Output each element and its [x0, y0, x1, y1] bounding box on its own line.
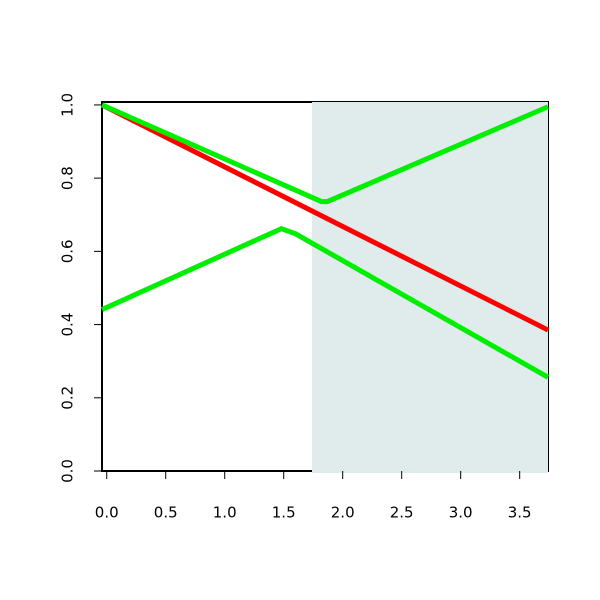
y-tick-label: 0.8 — [59, 166, 77, 190]
y-tick-label: 0.4 — [59, 313, 77, 337]
x-tick-label: 0.5 — [154, 504, 178, 522]
shaded-region — [312, 102, 548, 473]
y-tick-label: 0.2 — [59, 386, 77, 410]
y-tick-label: 1.0 — [59, 93, 77, 117]
line-series — [100, 225, 550, 380]
x-tick-label: 2.5 — [390, 504, 414, 522]
x-tick-label: 2.0 — [331, 504, 355, 522]
x-tick-label: 1.5 — [272, 504, 296, 522]
x-tick-label: 1.0 — [213, 504, 237, 522]
line-series — [100, 102, 550, 333]
x-tick-label: 3.0 — [449, 504, 473, 522]
y-tick-label: 0.6 — [59, 239, 77, 263]
x-tick-label: 0.0 — [95, 504, 119, 522]
x-tick-label: 3.5 — [508, 504, 532, 522]
y-tick-label: 0.0 — [59, 459, 77, 483]
line-series — [100, 102, 549, 205]
